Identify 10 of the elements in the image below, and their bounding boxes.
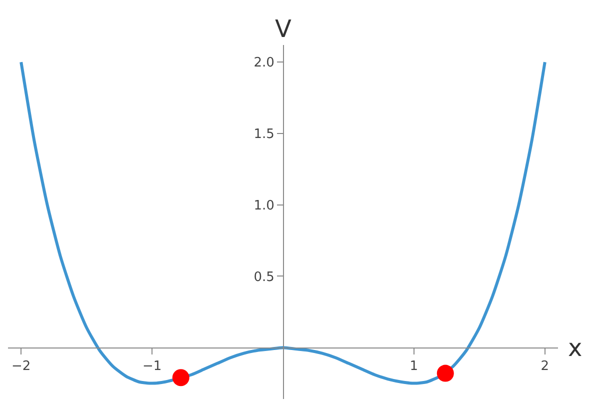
- y-tick-label: 2.0: [254, 56, 274, 71]
- x-tick-label: −2: [12, 359, 31, 374]
- x-tick-label: −1: [142, 359, 162, 374]
- y-tick-label: 0.5: [254, 270, 274, 285]
- y-axis-title: V: [275, 15, 292, 43]
- x-tick-label: 2: [540, 359, 550, 374]
- y-tick-label: 1.5: [254, 127, 274, 142]
- x-axis-title: x: [568, 334, 582, 362]
- y-tick-label: 1.0: [254, 198, 274, 214]
- x-tick-label: 1: [410, 359, 418, 374]
